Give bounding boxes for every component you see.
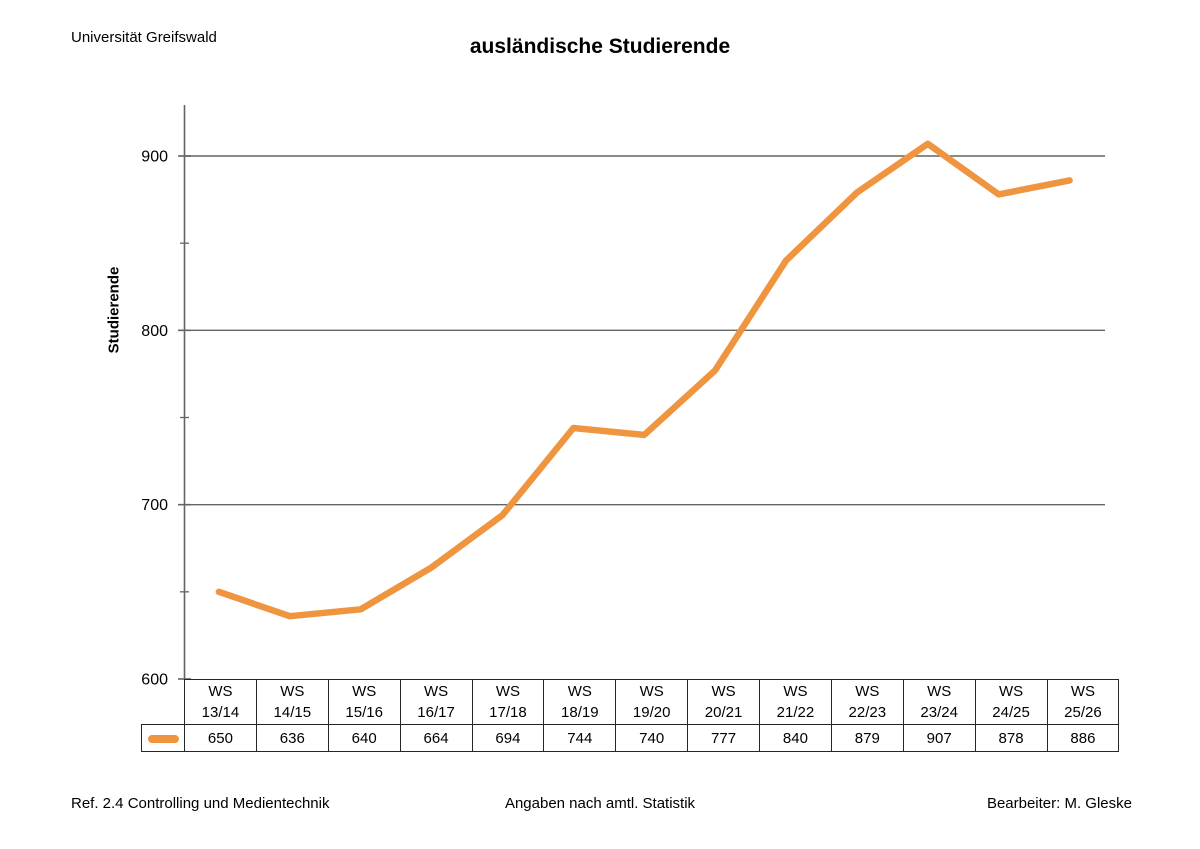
series-value-cell-11: 878: [974, 724, 1048, 752]
x-category-text: WS: [639, 683, 664, 700]
x-category-text: WS: [208, 683, 233, 700]
x-category-text: WS: [1070, 683, 1096, 700]
x-category-text: WS: [998, 683, 1024, 700]
x-category-header-2: WS 15/16: [327, 679, 401, 725]
x-category-text: WS: [352, 683, 377, 700]
x-category-header-9: WS 22/23: [830, 679, 904, 725]
series-value-cell-8: 840: [759, 724, 832, 752]
x-category-text: WS: [423, 683, 449, 700]
x-category-text: 24/25: [992, 704, 1030, 721]
series-value-cell-5: 744: [543, 724, 617, 752]
x-category-text: WS: [280, 683, 305, 700]
x-category-text: WS: [495, 683, 521, 700]
x-category-text: 21/22: [776, 704, 815, 721]
series-value-cell-0: 650: [184, 724, 257, 752]
chart-title: ausländische Studierende: [469, 35, 731, 58]
y-tick-label-900: 900: [141, 149, 168, 166]
series-value-cell-9: 879: [830, 724, 904, 752]
x-category-text: 15/16: [345, 704, 383, 721]
x-category-text: 17/18: [489, 704, 527, 721]
x-category-text: 14/15: [273, 704, 312, 721]
x-category-text: 22/23: [848, 704, 887, 721]
series-value-cell-12: 886: [1046, 724, 1120, 752]
series-value-cell-2: 640: [327, 724, 401, 752]
org-label: Universität Greifswald: [71, 29, 217, 46]
series-line-key-icon: [147, 734, 179, 743]
x-category-text: WS: [927, 683, 952, 700]
x-category-text: 16/17: [417, 704, 455, 721]
x-category-header-3: WS 16/17: [399, 679, 473, 725]
x-category-header-12: WS 25/26: [1046, 679, 1120, 725]
x-category-text: WS: [711, 683, 736, 700]
data-table: WS 13/14 WS 14/15 WS 15/16 WS 16/17 WS 17/18 WS 18/…: [141, 679, 1120, 752]
series-value-cell-6: 740: [615, 724, 689, 752]
x-category-header-6: WS 19/20: [615, 679, 689, 725]
y-tick-label-700: 700: [141, 497, 168, 514]
x-category-header-1: WS 14/15: [255, 679, 329, 725]
table-corner-cell: [142, 680, 185, 725]
series-value-cell-10: 907: [902, 724, 976, 752]
x-category-header-10: WS 23/24: [902, 679, 976, 725]
x-category-header-8: WS 21/22: [759, 679, 832, 725]
x-category-text: 25/26: [1064, 704, 1102, 721]
x-category-header-5: WS 18/19: [543, 679, 617, 725]
x-category-text: 23/24: [920, 704, 958, 721]
x-category-text: 18/19: [561, 704, 599, 721]
series-legend-cell: [141, 724, 185, 752]
series-value-cell-1: 636: [255, 724, 329, 752]
series-value-cell-7: 777: [687, 724, 760, 752]
series-line: [215, 140, 1073, 620]
line-chart-plot: 600 700 800 900: [141, 105, 1105, 689]
y-tick-label-600: 600: [141, 672, 168, 689]
x-category-text: 20/21: [704, 704, 743, 721]
y-tick-label-800: 800: [141, 323, 168, 340]
footer-center: Angaben nach amtl. Statistik: [504, 795, 696, 812]
series-value-cell-3: 664: [399, 724, 473, 752]
table-value-row: 650 636 640 664 694 744 740 777 840 879 907 878 886: [141, 724, 1120, 752]
x-category-header-7: WS 20/21: [687, 679, 760, 725]
x-category-text: WS: [783, 683, 808, 700]
x-category-header-4: WS 17/18: [471, 679, 545, 725]
x-category-header-11: WS 24/25: [974, 679, 1048, 725]
series-value-cell-4: 694: [471, 724, 545, 752]
x-category-header-0: WS 13/14: [184, 679, 257, 725]
table-header-row: WS 13/14 WS 14/15 WS 15/16 WS 16/17 WS 17/18 WS 18/…: [142, 679, 1120, 725]
footer-right: Bearbeiter: M. Gleske: [986, 795, 1132, 812]
x-category-text: 19/20: [632, 704, 671, 721]
x-category-text: 13/14: [201, 704, 240, 721]
x-category-text: WS: [855, 683, 880, 700]
x-category-text: WS: [567, 683, 592, 700]
footer-left: Ref. 2.4 Controlling und Medientechnik: [71, 795, 330, 812]
